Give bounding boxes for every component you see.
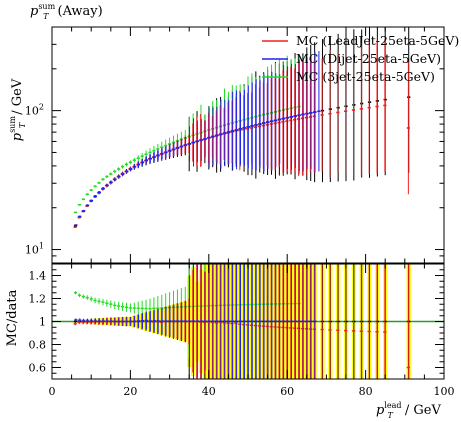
x-axis-label: plead T / GeV <box>376 401 441 420</box>
main-y-tick-label: 102 <box>25 103 44 118</box>
legend-label-dijet: MC (Dijet-25eta-5GeV) <box>296 51 441 66</box>
main-y-tick-label-exp: 2 <box>39 103 44 112</box>
ratio-y-axis: 0.6 0.8 1 1.2 1.4 <box>29 263 444 380</box>
x-axis: 0 20 40 60 80 100 <box>49 27 455 398</box>
legend-label-3jet: MC (3jet-25eta-5GeV) <box>296 69 435 84</box>
main-y-tick-label-base: 10 <box>25 244 39 257</box>
plot-title: psum T (Away) <box>30 2 103 21</box>
main-panel-series <box>73 27 411 228</box>
ratio-panel-series <box>73 264 411 379</box>
ratio-y-tick-label: 1.4 <box>29 270 47 283</box>
legend-label-leadjet: MC (LeadJet-25eta-5GeV) <box>296 33 459 48</box>
x-tick-label: 20 <box>123 385 137 398</box>
legend: MC (LeadJet-25eta-5GeV) MC (Dijet-25eta-… <box>262 33 459 84</box>
x-tick-label: 100 <box>434 385 455 398</box>
ratio-y-tick-label: 1.2 <box>29 293 47 306</box>
x-tick-label: 60 <box>280 385 294 398</box>
ratio-y-tick-label: 1 <box>39 316 46 329</box>
ratio-y-tick-label: 0.6 <box>29 362 47 375</box>
main-y-axis-label: psumT/ GeV <box>8 78 27 141</box>
x-tick-label: 80 <box>359 385 373 398</box>
main-y-tick-label-exp: 1 <box>39 242 44 251</box>
main-y-tick-label-base: 10 <box>25 105 39 118</box>
main-y-tick-label: 101 <box>25 242 44 257</box>
x-tick-label: 40 <box>202 385 216 398</box>
ratio-y-tick-label: 0.8 <box>29 339 47 352</box>
ratio-y-axis-label: MC/data <box>5 289 20 346</box>
x-tick-label: 0 <box>49 385 56 398</box>
